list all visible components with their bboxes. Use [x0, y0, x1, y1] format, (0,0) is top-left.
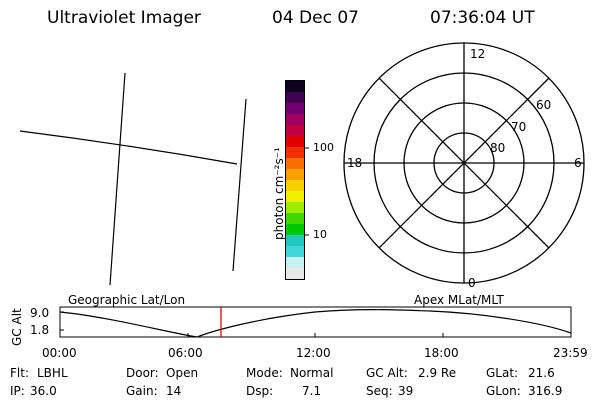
mlt-label-6: 6 [574, 156, 582, 170]
timeline-y-tick-high: 9.0 [30, 306, 50, 320]
door-value: Open [166, 366, 199, 380]
time-readout: 07:36:04 UT [430, 8, 535, 28]
app-title: Ultraviolet Imager [47, 8, 201, 28]
date-readout: 04 Dec 07 [272, 8, 359, 28]
colorbar-segment [286, 125, 304, 136]
altitude-curve [59, 309, 572, 338]
seq-value: 39 [398, 384, 414, 398]
colorbar-segment [286, 235, 304, 246]
glat-label: GLat: [486, 366, 519, 380]
gain-label: Gain: [126, 384, 158, 398]
timeline-x-tick-2359: 23:59 [553, 346, 588, 360]
mlt-label-18: 18 [347, 156, 363, 170]
timeline-x-tick-1800: 18:00 [424, 346, 459, 360]
gain-value: 14 [166, 384, 182, 398]
colorbar-segment [286, 191, 304, 202]
filter-value: LBHL [37, 366, 68, 380]
colorbar [285, 80, 305, 280]
door-label: Door: [126, 366, 159, 380]
glat-value: 21.6 [528, 366, 555, 380]
colorbar-segment [286, 136, 304, 147]
colorbar-segment [286, 268, 304, 279]
glon-label: GLon: [486, 384, 521, 398]
gcalt-value: 2.9 Re [418, 366, 457, 380]
colorbar-segment [286, 169, 304, 180]
timeline-x-tick-0600: 06:00 [168, 346, 203, 360]
colorbar-segment [286, 202, 304, 213]
mlat-label-70: 70 [511, 120, 527, 134]
colorbar-tick-100: 100 [313, 141, 334, 154]
meridian-line-right [232, 98, 247, 272]
seq-label: Seq: [366, 384, 393, 398]
timeline-y-tick-low: 1.8 [30, 323, 50, 337]
mlt-label-12: 12 [470, 47, 486, 61]
timeline-y-label: GC Alt [10, 308, 24, 346]
mlat-label-60: 60 [536, 98, 552, 112]
glon-value: 316.9 [528, 384, 563, 398]
gcalt-label: GC Alt: [366, 366, 408, 380]
colorbar-segment [286, 114, 304, 125]
mlat-label-80: 80 [490, 141, 506, 155]
colorbar-segment [286, 246, 304, 257]
timeline-left-caption: Geographic Lat/Lon [68, 293, 186, 307]
timeline-x-tick-1200: 12:00 [296, 346, 331, 360]
latitude-line [19, 130, 238, 165]
colorbar-segment [286, 180, 304, 191]
ip-value: 36.0 [30, 384, 57, 398]
colorbar-ticks [304, 147, 309, 236]
timeline-x-tick-0000: 00:00 [42, 346, 77, 360]
filter-label: Flt: [10, 366, 29, 380]
colorbar-tick-10: 10 [313, 228, 327, 241]
mlt-label-0: 0 [468, 276, 476, 290]
colorbar-segment [286, 213, 304, 224]
colorbar-unit-label: photon cm⁻²s⁻¹ [272, 147, 286, 240]
colorbar-segment [286, 103, 304, 114]
colorbar-segment [286, 147, 304, 158]
colorbar-segment [286, 81, 304, 92]
colorbar-segment [286, 92, 304, 103]
meridian-line-left [109, 72, 126, 286]
dsp-label: Dsp: [246, 384, 274, 398]
ip-label: IP: [10, 384, 25, 398]
dsp-value: 7.1 [302, 384, 322, 398]
mode-value: Normal [290, 366, 334, 380]
mode-label: Mode: [246, 366, 283, 380]
colorbar-segment [286, 257, 304, 268]
timeline-right-caption: Apex MLat/MLT [414, 293, 504, 307]
colorbar-segment [286, 224, 304, 235]
colorbar-segment [286, 158, 304, 169]
